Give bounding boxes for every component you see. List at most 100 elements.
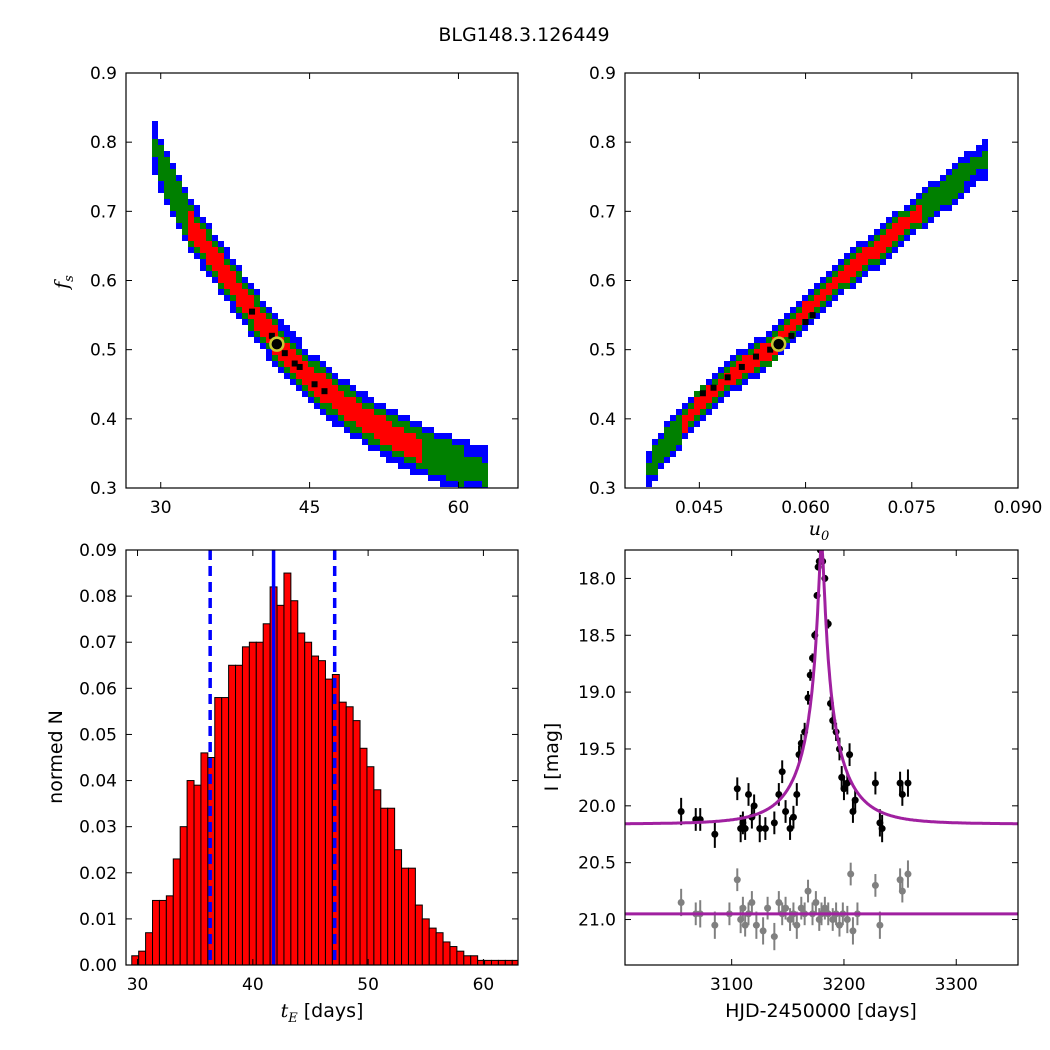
bl-bar: [297, 632, 306, 965]
tr-sigma1-cell: [790, 319, 796, 331]
bl-bar: [241, 646, 250, 965]
br-event-point: [846, 751, 854, 759]
br-event-point: [871, 779, 879, 787]
bl-ytick-label: 0.04: [79, 772, 117, 792]
bl-bar: [262, 623, 271, 965]
br-event-point: [756, 825, 764, 833]
br-baseline-point: [871, 881, 879, 889]
tl-sigma1-cell: [416, 439, 422, 463]
tr-sigma1-cell: [748, 355, 754, 373]
tr-sigma1-cell: [802, 301, 808, 319]
tr-sigma2-cell: [946, 175, 952, 205]
tr-sigma1-cell: [682, 415, 688, 433]
bl-bar: [533, 963, 540, 965]
tr-sigma2-cell: [922, 193, 928, 223]
tr-xtick-label: 0.090: [994, 498, 1043, 518]
br-event-point: [840, 785, 848, 793]
tr-sigma1-cell: [820, 289, 826, 301]
tl-sigma2-cell: [158, 145, 164, 181]
tl-sigma1-cell: [266, 319, 272, 343]
tl-ytick-label: 0.3: [90, 479, 117, 499]
tl-sigma2-cell: [428, 433, 434, 475]
br-event-point: [677, 808, 685, 816]
tl-ytick-label: 0.7: [90, 202, 117, 222]
bl-bar: [526, 960, 533, 965]
tl-sigma1-cell: [392, 427, 398, 451]
bl-bar: [490, 959, 499, 965]
tr-sigma1-cell: [910, 211, 916, 223]
bl-frame: [125, 549, 519, 966]
tl-sigma2-cell: [446, 439, 452, 481]
tl-sigma2-cell: [170, 169, 176, 211]
tl-sigma1-cell: [326, 379, 332, 403]
bl-plot-area: [131, 550, 540, 965]
tl-ytick-label: 0.8: [90, 133, 117, 153]
tl-sigma2-cell: [476, 457, 482, 481]
bl-bar: [380, 807, 389, 965]
tr-best-sample: [724, 374, 731, 381]
tl-sigma1-cell: [380, 415, 386, 445]
tr-sigma1-cell: [736, 361, 742, 379]
bl-bar: [511, 959, 518, 965]
bl-bar: [456, 950, 465, 965]
tl-sigma2-cell: [422, 433, 428, 469]
tl-sigma2-cell: [182, 193, 188, 235]
tl-sigma2-cell: [452, 445, 458, 481]
bl-bar: [504, 959, 513, 965]
br-baseline-point: [748, 898, 756, 906]
br-event-point: [851, 796, 859, 804]
bl-xtick-label: 40: [242, 975, 264, 995]
br-baseline-point: [876, 921, 884, 929]
tr-sigma1-cell: [916, 205, 922, 223]
bl-bar: [138, 950, 147, 965]
tl-best-sample: [311, 381, 318, 388]
br-event-point: [733, 785, 741, 793]
br-event-point: [761, 825, 769, 833]
tl-best-fit-marker: [269, 336, 285, 352]
tr-xtick-label: 0.075: [887, 498, 936, 518]
tr-sigma2-cell: [676, 415, 682, 445]
tl-sigma2-cell: [152, 139, 158, 157]
tl-ytick-label: 0.9: [90, 64, 117, 84]
br-event-point: [750, 802, 758, 810]
bl-ytick-label: 0.01: [79, 910, 117, 930]
lightcurve-panel: 3100 3200 3300 18.0 18.5 19.0 19.5 20.0 20.5 21.0…: [541, 549, 1019, 1022]
tr-frame: [624, 72, 1019, 489]
tl-sigma1-cell: [188, 211, 194, 241]
bl-bar: [373, 789, 382, 965]
br-event-point: [778, 768, 786, 776]
br-xtick-label: 3200: [822, 975, 865, 995]
bl-ytick-label: 0.00: [79, 956, 117, 976]
tl-sigma1-cell: [404, 433, 410, 457]
bl-bar: [283, 572, 292, 965]
bl-bar: [152, 899, 160, 965]
br-baseline-point: [677, 898, 685, 906]
br-baseline-point: [741, 921, 749, 929]
br-baseline-point: [797, 904, 805, 912]
tr-sigma1-cell: [694, 397, 700, 415]
br-ytick-label: 20.0: [578, 797, 616, 817]
bl-bar: [414, 904, 423, 965]
fs-vs-u0-panel: 0.045 0.060 0.075 0.090 0.3 0.4 0.5 0.6 0.7 0.8 0.…: [589, 64, 1042, 544]
bl-bar: [304, 641, 313, 965]
tr-best-fit-marker: [770, 336, 787, 352]
tr-best-sample: [809, 312, 816, 319]
bl-ytick-label: 0.08: [79, 587, 117, 607]
tl-sigma2-cell: [458, 445, 464, 487]
br-baseline-point: [782, 904, 790, 912]
tr-sigma1-cell: [832, 277, 838, 289]
br-baseline-point: [835, 921, 843, 929]
tl-sigma1-cell: [362, 409, 368, 433]
tr-ytick-label: 0.5: [589, 341, 616, 361]
bl-bar: [401, 867, 409, 965]
tr-best-sample: [802, 319, 809, 325]
bl-bar: [421, 918, 430, 965]
tr-best-sample: [699, 390, 706, 397]
tl-best-sample: [296, 363, 303, 370]
tl-sigma1-cell: [200, 229, 206, 253]
tl-sigma1-cell: [218, 253, 224, 283]
tr-ytick-label: 0.9: [589, 64, 616, 84]
tl-sigma2-cell: [440, 439, 446, 475]
tr-sigma1-cell: [838, 271, 844, 283]
tr-best-sample: [710, 384, 717, 391]
